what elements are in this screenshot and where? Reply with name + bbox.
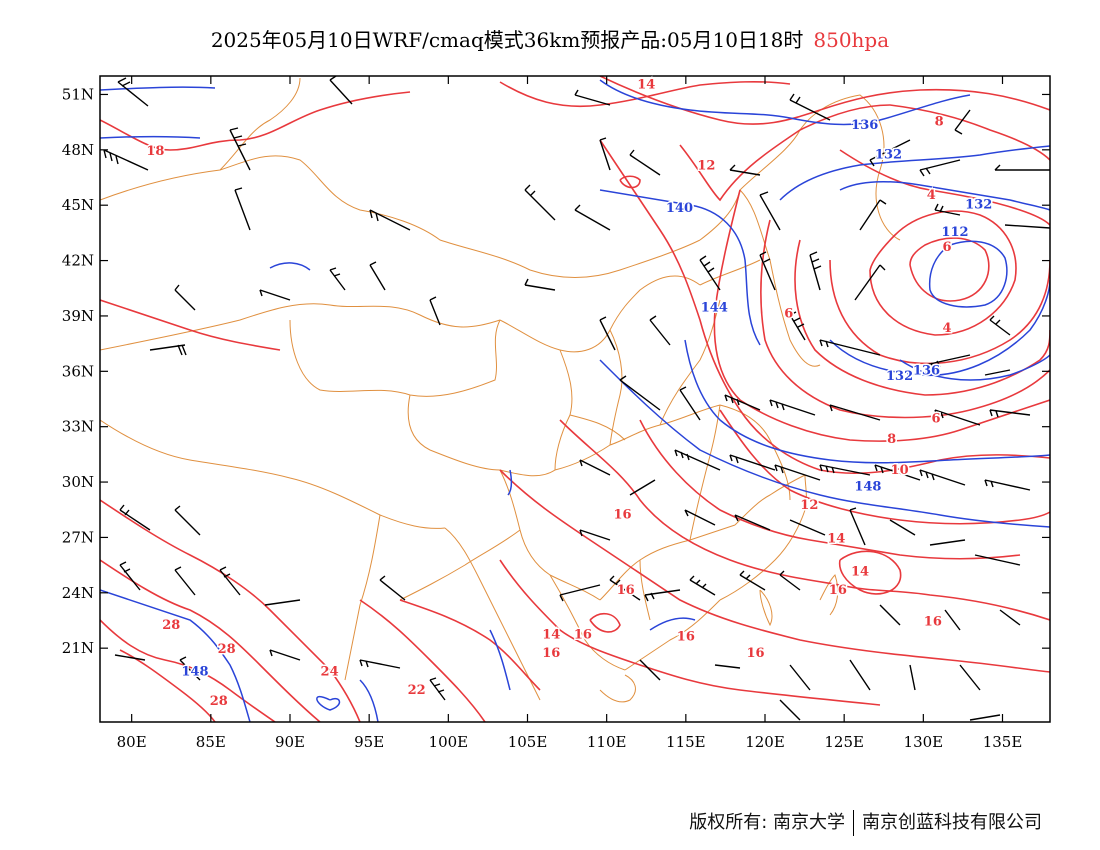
temperature-contour-label: 14 <box>542 627 560 642</box>
lon-tick-label: 115E <box>666 733 706 751</box>
copyright-right: 南京创蓝科技有限公司 <box>862 812 1042 833</box>
temperature-contour-label: 28 <box>210 694 228 709</box>
temperature-contour-label: 12 <box>697 159 715 174</box>
lat-tick-label: 36N <box>62 362 94 380</box>
temperature-contour-label: 22 <box>408 683 426 698</box>
lat-tick-label: 24N <box>62 584 94 602</box>
temperature-contour-label: 14 <box>851 565 869 580</box>
temperature-contour-label: 4 <box>927 188 936 203</box>
lat-tick-label: 39N <box>62 307 94 325</box>
boundary-lines <box>100 77 901 703</box>
temperature-contour-label: 24 <box>321 664 339 679</box>
title-main: 2025年05月10日WRF/cmaq模式36km预报产品:05月10日18时 <box>210 28 804 52</box>
lon-tick-label: 125E <box>824 733 864 751</box>
lon-tick-label: 135E <box>983 733 1023 751</box>
temperature-contour-label: 16 <box>542 646 560 661</box>
copyright-left: 版权所有: 南京大学 <box>689 812 845 833</box>
footer-divider <box>853 810 854 836</box>
height-contour-label: 136 <box>851 118 878 133</box>
height-contours <box>100 79 1050 722</box>
lon-tick-label: 105E <box>508 733 548 751</box>
temperature-contour-label: 8 <box>887 432 896 447</box>
temperature-contours <box>100 76 1050 722</box>
lon-tick-label: 120E <box>745 733 785 751</box>
temperature-contour-label: 16 <box>746 646 764 661</box>
lat-tick-label: 30N <box>62 473 94 491</box>
plot-frame <box>99 75 1051 723</box>
height-contour-label: 132 <box>965 197 992 212</box>
lon-tick-label: 85E <box>196 733 226 751</box>
temperature-contour-label: 16 <box>924 614 942 629</box>
height-contour-label: 136 <box>913 363 940 378</box>
temperature-contour-label: 14 <box>827 531 845 546</box>
temperature-contour-label: 4 <box>943 321 952 336</box>
temperature-contour-label: 16 <box>677 629 695 644</box>
temperature-contour-label: 12 <box>800 498 818 513</box>
copyright-footer: 版权所有: 南京大学 南京创蓝科技有限公司 <box>689 808 1042 836</box>
lat-tick-label: 33N <box>62 418 94 436</box>
temperature-label-layer: 14 18 12 8 4 6 6 4 6 8 10 12 14 14 16 16 16 16 16 16 16 14 16 2… <box>145 76 953 710</box>
longitude-axis: 80E 85E 90E 95E 100E 105E 110E 115E 120E 125E 130E… <box>117 76 1023 751</box>
height-contour-label: 148 <box>854 480 881 495</box>
temperature-contour-label: 28 <box>218 642 236 657</box>
temperature-contour-label: 6 <box>943 240 952 255</box>
lat-tick-label: 42N <box>62 252 94 270</box>
title-level: 850hpa <box>813 28 890 52</box>
height-contour-label: 132 <box>886 369 913 384</box>
lat-tick-label: 51N <box>62 85 94 103</box>
temperature-contour-label: 6 <box>931 411 940 426</box>
temperature-contour-label: 16 <box>617 583 635 598</box>
temperature-contour-label: 16 <box>829 583 847 598</box>
temperature-contour-label: 18 <box>146 144 164 159</box>
lon-tick-label: 130E <box>904 733 944 751</box>
lon-tick-label: 95E <box>354 733 384 751</box>
temperature-contour-label: 16 <box>574 627 592 642</box>
lon-tick-label: 100E <box>429 733 469 751</box>
height-contour-label: 140 <box>666 201 693 216</box>
temperature-contour-label: 6 <box>784 306 793 321</box>
wind-barbs <box>103 76 1050 721</box>
lat-tick-label: 45N <box>62 196 94 214</box>
height-contour-label: 148 <box>181 664 208 679</box>
lon-tick-label: 80E <box>117 733 147 751</box>
latitude-axis: 21N 24N 27N 30N 33N 36N 39N 42N 45N 48N 51N <box>62 85 1050 657</box>
height-contour-label: 112 <box>941 225 968 240</box>
height-contour-label: 132 <box>875 148 902 163</box>
temperature-contour-label: 16 <box>613 507 631 522</box>
temperature-contour-label: 14 <box>637 77 655 92</box>
lon-tick-label: 90E <box>275 733 305 751</box>
temperature-contour-label: 10 <box>891 463 909 478</box>
temperature-contour-label: 28 <box>162 618 180 633</box>
temperature-contour-label: 8 <box>935 114 944 129</box>
lon-tick-label: 110E <box>587 733 627 751</box>
lat-tick-label: 21N <box>62 639 94 657</box>
height-contour-label: 144 <box>701 301 728 316</box>
chart-title: 2025年05月10日WRF/cmaq模式36km预报产品:05月10日18时 8… <box>0 24 1100 53</box>
lat-tick-label: 27N <box>62 528 94 546</box>
lat-tick-label: 48N <box>62 141 94 159</box>
